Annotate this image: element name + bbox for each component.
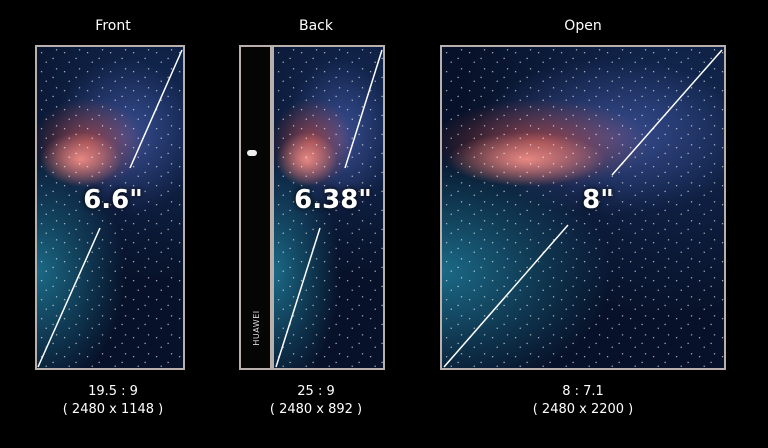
brand-text: HUAWEI — [252, 310, 261, 346]
front-spec: 19.5 : 9 ( 2480 x 1148 ) — [13, 383, 213, 419]
back-spec: 25 : 9 ( 2480 x 892 ) — [216, 383, 416, 419]
back-size: 6.38" — [294, 185, 372, 215]
back-label: Back — [299, 18, 333, 34]
back-resolution: ( 2480 x 892 ) — [269, 402, 363, 417]
back-screen — [272, 45, 385, 370]
back-ratio: 25 : 9 — [297, 384, 335, 399]
open-resolution: ( 2480 x 2200 ) — [532, 402, 634, 417]
front-size: 6.6" — [83, 185, 143, 215]
open-spec: 8 : 7.1 ( 2480 x 2200 ) — [483, 383, 683, 419]
front-resolution: ( 2480 x 1148 ) — [62, 402, 164, 417]
open-ratio: 8 : 7.1 — [562, 384, 604, 399]
camera-strip — [239, 45, 272, 370]
front-screen — [35, 45, 185, 370]
open-size: 8" — [582, 185, 614, 215]
front-label: Front — [95, 18, 131, 34]
open-label: Open — [564, 18, 602, 34]
front-ratio: 19.5 : 9 — [88, 384, 138, 399]
